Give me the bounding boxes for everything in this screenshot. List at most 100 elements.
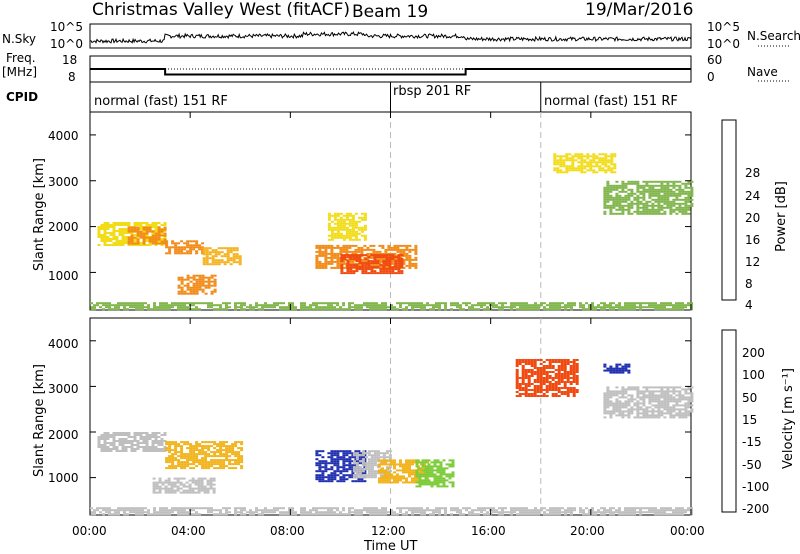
- power-cell: [348, 260, 352, 263]
- power-cell: [400, 272, 404, 275]
- velocity-cell: [327, 480, 331, 483]
- power-cell: [340, 264, 344, 267]
- velocity-cell: [551, 359, 555, 361]
- velocity-cell: [645, 386, 649, 389]
- power-cell: [381, 258, 385, 261]
- power-cell: [615, 202, 619, 205]
- velocity-cell: [360, 513, 363, 516]
- velocity-cell: [209, 485, 213, 488]
- velocity-cell: [318, 464, 322, 467]
- velocity-cell: [174, 449, 178, 452]
- velocity-cell: [324, 507, 327, 510]
- power-cell: [498, 306, 501, 309]
- velocity-cell: [498, 513, 501, 516]
- power-cell: [654, 194, 658, 197]
- velocity-cell: [177, 459, 181, 462]
- power-cell: [97, 228, 101, 230]
- velocity-cell: [348, 464, 352, 467]
- power-cell: [556, 169, 560, 172]
- velocity-cell: [154, 434, 158, 436]
- velocity-cell: [657, 394, 661, 397]
- power-cell: [156, 308, 159, 311]
- power-cell: [340, 254, 344, 257]
- velocity-cell: [367, 468, 371, 471]
- power-cell: [453, 302, 456, 305]
- velocity-cell: [375, 509, 378, 512]
- velocity-cell: [390, 459, 393, 462]
- power-cell: [615, 204, 619, 207]
- power-cell: [391, 272, 395, 275]
- velocity-cell: [165, 461, 169, 464]
- power-cell: [595, 163, 599, 166]
- velocity-cell: [518, 389, 522, 391]
- power-cell: [352, 266, 356, 269]
- velocity-cell: [436, 471, 440, 474]
- power-cell: [154, 240, 158, 243]
- velocity-cell: [633, 398, 637, 401]
- velocity-cell: [336, 507, 339, 510]
- velocity-cell: [600, 507, 603, 510]
- velocity-cell: [126, 507, 129, 510]
- power-cell: [360, 228, 364, 231]
- velocity-cell: [385, 470, 389, 473]
- power-cell: [100, 234, 104, 236]
- velocity-cell: [370, 474, 374, 477]
- velocity-cell: [448, 475, 452, 478]
- velocity-cell: [136, 446, 140, 448]
- velocity-cell: [427, 479, 431, 482]
- power-cell: [402, 250, 406, 253]
- velocity-cell: [433, 475, 437, 478]
- velocity-cell: [681, 507, 684, 510]
- power-cell: [321, 252, 325, 255]
- power-cell: [216, 308, 219, 311]
- velocity-cell: [492, 509, 495, 512]
- power-cell: [115, 236, 119, 238]
- power-cell: [519, 304, 522, 307]
- power-cell: [238, 257, 242, 260]
- velocity-cell: [636, 507, 639, 510]
- power-cell: [345, 230, 349, 233]
- velocity-cell: [524, 359, 528, 361]
- power-cell: [687, 200, 691, 203]
- velocity-cell: [164, 489, 168, 492]
- velocity-cell: [575, 365, 579, 367]
- power-cell: [558, 302, 561, 305]
- velocity-cell: [672, 414, 676, 417]
- velocity-cell: [176, 487, 180, 490]
- power-cell: [568, 153, 572, 156]
- velocity-cell: [436, 479, 440, 482]
- power-cell: [556, 167, 560, 170]
- velocity-cell: [436, 475, 440, 478]
- velocity-cell: [515, 365, 519, 367]
- power-cell: [636, 210, 640, 213]
- velocity-cell: [162, 507, 165, 510]
- velocity-cell: [618, 402, 622, 405]
- velocity-cell: [624, 396, 628, 399]
- velocity-cell: [399, 511, 402, 514]
- velocity-cell: [179, 481, 183, 484]
- power-cell: [363, 236, 367, 239]
- velocity-cell: [139, 442, 143, 444]
- velocity-cell: [445, 467, 449, 470]
- power-cell: [96, 304, 99, 307]
- power-cell: [207, 276, 211, 279]
- velocity-cell: [533, 379, 537, 381]
- power-cell: [610, 167, 614, 170]
- power-cell: [394, 266, 398, 269]
- power-cell: [379, 264, 383, 267]
- power-cell: [540, 304, 543, 307]
- velocity-cell: [681, 416, 685, 419]
- power-cell: [333, 302, 336, 305]
- velocity-cell: [660, 412, 664, 415]
- velocity-cell: [515, 387, 519, 389]
- velocity-cell: [645, 396, 649, 399]
- velocity-cell: [542, 367, 546, 369]
- power-cell: [327, 218, 331, 221]
- power-cell: [591, 304, 594, 307]
- power-cell: [582, 306, 585, 309]
- power-cell: [145, 228, 149, 231]
- velocity-cell: [124, 440, 128, 442]
- velocity-cell: [630, 509, 633, 512]
- freq-hi: 18: [62, 53, 78, 67]
- velocity-cell: [489, 507, 492, 510]
